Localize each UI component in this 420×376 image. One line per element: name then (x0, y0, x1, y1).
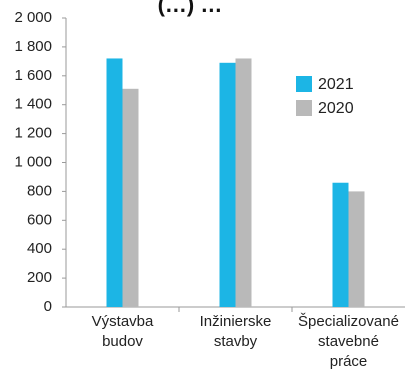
bar-2020 (235, 58, 252, 308)
legend-swatch-2020 (296, 100, 312, 116)
bars (106, 58, 365, 308)
bar-2020 (348, 191, 365, 307)
chart-title-fragment: (…) … (158, 0, 223, 17)
y-tick-label: 1 200 (14, 125, 52, 142)
bar-2020 (122, 88, 139, 308)
x-category-label: Inžinierske (200, 313, 272, 330)
y-tick-label: 2 000 (14, 9, 52, 26)
y-tick-label: 600 (27, 211, 52, 228)
x-category-label: práce (330, 353, 368, 370)
x-category-label: stavby (214, 333, 258, 350)
y-tick-label: 1 800 (14, 38, 52, 55)
y-tick-label: 400 (27, 240, 52, 257)
x-category-label: Špecializované (298, 313, 399, 330)
x-category-label: budov (102, 333, 143, 350)
y-tick-label: 0 (44, 298, 52, 315)
legend-swatch-2021 (296, 76, 312, 92)
x-category-label: Výstavba (92, 313, 154, 330)
bar-2021 (219, 62, 236, 307)
y-tick-label: 1 600 (14, 67, 52, 84)
x-category-label: stavebné (318, 333, 379, 350)
axes: 0 200 400 600 800 1 000 1 200 1 400 1 600 1 800 2 … (14, 9, 405, 370)
bar-2021 (106, 58, 123, 308)
legend: 2021 2020 (296, 76, 354, 117)
legend-label-2020: 2020 (318, 100, 354, 117)
legend-label-2021: 2021 (318, 76, 354, 93)
bar-2021 (332, 182, 349, 307)
y-tick-label: 1 400 (14, 96, 52, 113)
y-tick-label: 1 000 (14, 153, 52, 170)
y-tick-label: 200 (27, 269, 52, 286)
y-tick-label: 800 (27, 182, 52, 199)
